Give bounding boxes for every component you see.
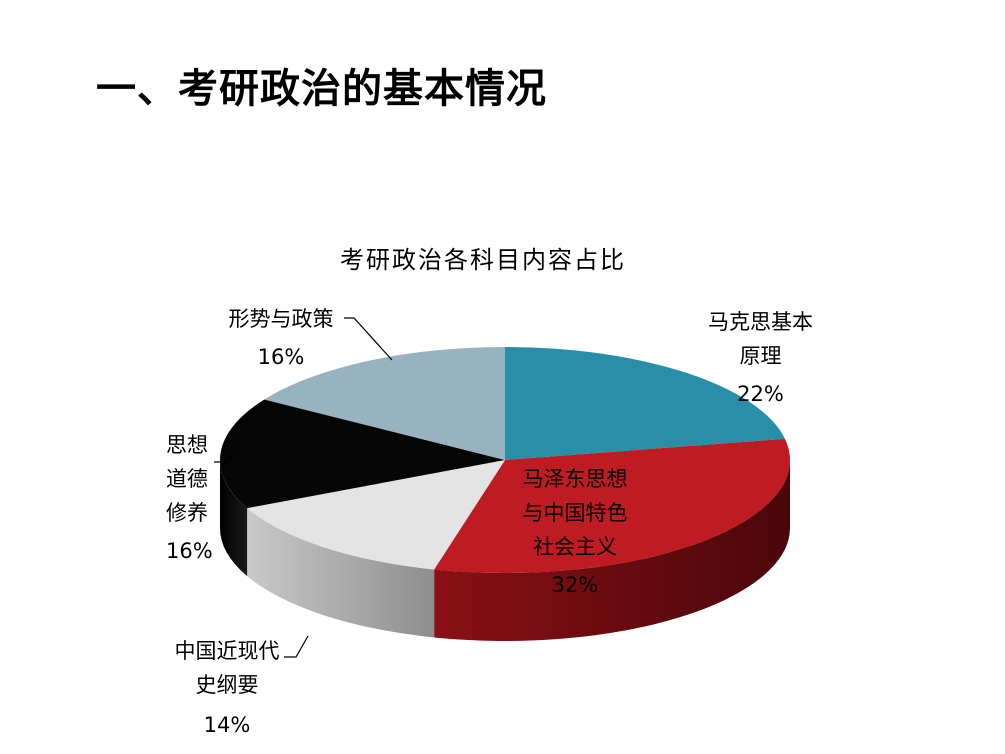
slice-morality xyxy=(219,399,505,509)
slide-title: 一、考研政治的基本情况 xyxy=(96,66,547,112)
slice-label-mao: 马泽东思想 与中国特色 社会主义 32% xyxy=(512,462,638,602)
leader-line-policy xyxy=(344,317,393,361)
slice-side-morality xyxy=(220,460,248,577)
slice-side-mao xyxy=(434,460,791,641)
slice-value-policy: 16% xyxy=(257,345,305,369)
leader-line-history xyxy=(284,635,309,658)
slice-value-history: 14% xyxy=(203,713,251,737)
slice-value-marx: 22% xyxy=(737,382,784,406)
slice-label-marx: 马克思基本 原理 22% xyxy=(708,305,813,411)
slice-value-mao: 32% xyxy=(551,573,599,597)
slice-side-history xyxy=(247,508,435,638)
leader-line-morality xyxy=(214,443,241,463)
slice-policy xyxy=(264,347,505,460)
chart-title: 考研政治各科目内容占比 xyxy=(340,246,626,274)
slice-history xyxy=(247,460,506,570)
slice-marx xyxy=(505,347,785,460)
slice-label-history: 中国近现代 史纲要 14% xyxy=(164,634,290,742)
slice-label-morality: 思想 道德 修养 16% xyxy=(166,428,213,568)
slice-value-morality: 16% xyxy=(166,539,213,563)
slice-mao xyxy=(434,438,790,573)
slice-label-policy: 形势与政策 16% xyxy=(216,302,346,374)
